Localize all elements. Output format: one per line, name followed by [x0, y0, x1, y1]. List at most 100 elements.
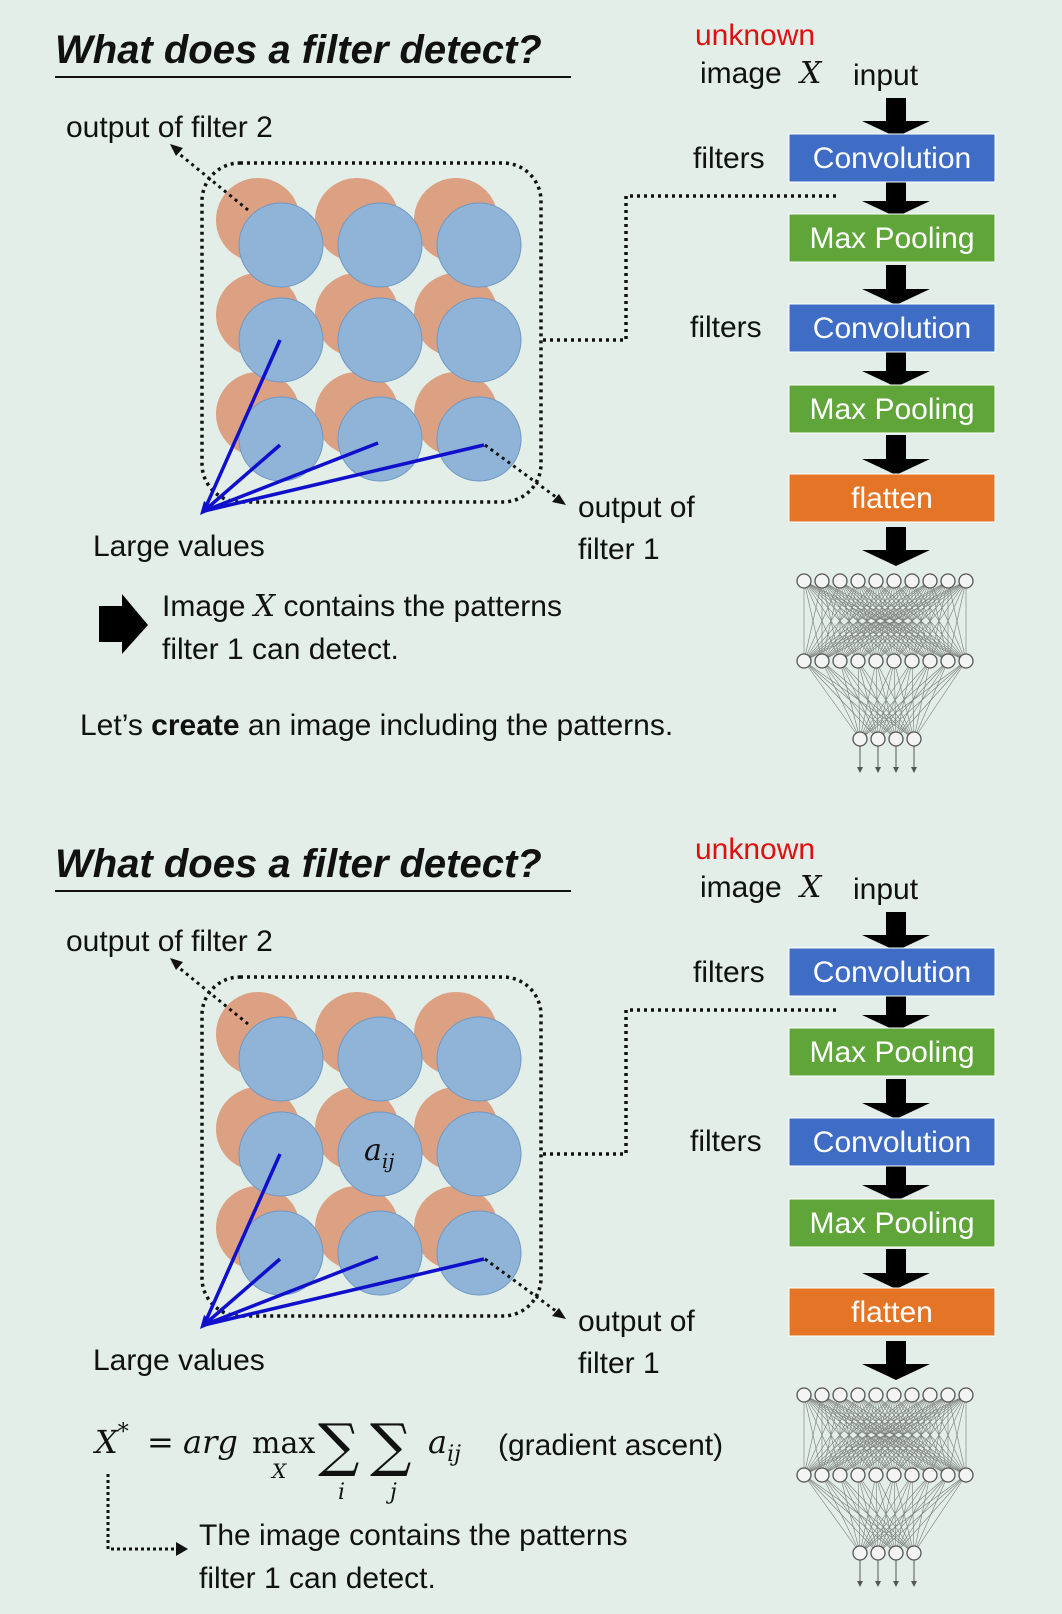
- pipeline-block: [788, 947, 996, 997]
- flow-arrow-icon: [862, 1162, 930, 1201]
- conclusion-line1: The image contains the patterns: [199, 1519, 628, 1552]
- flow-arrow-icon: [862, 178, 930, 217]
- pipeline-block: [788, 133, 996, 183]
- formula-max-sub: X: [270, 1459, 287, 1483]
- formula-term: aij: [428, 1423, 461, 1467]
- flow-arrow-icon: [862, 527, 930, 566]
- large-value-pointer: [203, 441, 379, 513]
- filter-1-output-circle: [337, 297, 423, 383]
- input-label: input: [853, 59, 919, 92]
- large-value-pointer: [203, 1257, 485, 1327]
- aij-main: a: [364, 1133, 382, 1168]
- filter-1-arrowhead-icon: [552, 494, 566, 505]
- create-bold: create: [151, 709, 239, 742]
- statement-pre: Image: [162, 590, 245, 623]
- formula-equals: =: [147, 1423, 174, 1461]
- conclusion-arrowhead-icon: [176, 1542, 188, 1556]
- flow-arrow-icon: [862, 912, 930, 951]
- filter-2-pointer: [171, 960, 249, 1026]
- filter-1-pointer: [484, 443, 561, 502]
- filters-label-2: filters: [690, 1125, 762, 1158]
- feature-map-frame: [200, 975, 543, 1318]
- pipeline-block: [788, 303, 996, 353]
- panel-title: What does a filter detect?: [55, 28, 542, 72]
- filters-label-1: filters: [693, 956, 765, 989]
- formula-lhs: X*: [92, 1420, 129, 1461]
- filter-2-label: output of filter 2: [66, 925, 273, 958]
- pipeline-connector: [543, 1008, 836, 1156]
- pipeline-block: [788, 213, 996, 263]
- filter-1-output-circle: [337, 1016, 423, 1102]
- filter-1-output-circle: [337, 1111, 423, 1197]
- large-value-arrowhead-icon: [200, 1315, 214, 1329]
- image-variable: X: [798, 56, 823, 91]
- pipeline-block-label: Convolution: [813, 312, 971, 345]
- pipeline-block-label: flatten: [851, 482, 933, 515]
- cnn-pipeline: Convolution Max Pooling Convolution Max Poo…: [788, 912, 996, 1587]
- pipeline-block-label: Max Pooling: [809, 222, 974, 255]
- formula-sum-j-sub: j: [385, 1480, 397, 1505]
- pipeline-block: [788, 1287, 996, 1337]
- flow-arrow-icon: [862, 265, 930, 305]
- filter-1-label-line1: output of: [578, 1305, 695, 1338]
- conclusion-connector: [106, 1474, 176, 1551]
- filter-1-label-line1: output of: [578, 491, 695, 524]
- filter-1-output-circle: [238, 297, 324, 383]
- flow-arrow-icon: [862, 992, 930, 1031]
- aij-label: aij: [364, 1133, 395, 1173]
- filter-2-arrowhead-icon: [170, 958, 183, 970]
- filter-1-output-circle: [436, 1210, 522, 1296]
- large-values-label: Large values: [93, 530, 265, 563]
- formula-note: (gradient ascent): [498, 1429, 723, 1462]
- flow-arrow-icon: [862, 1341, 930, 1380]
- large-value-pointer: [202, 339, 282, 512]
- pipeline-block: [788, 1027, 996, 1077]
- filters-label-2: filters: [690, 311, 762, 344]
- statement-var: X: [252, 589, 277, 624]
- large-value-pointer: [202, 1257, 282, 1327]
- conclusion-line2: filter 1 can detect.: [199, 1562, 436, 1595]
- pipeline-block: [788, 473, 996, 523]
- argmax-formula: X* = arg max X ∑ i ∑ j aij (gradient asc…: [92, 1411, 723, 1505]
- large-value-pointer: [203, 443, 485, 513]
- formula-sum-i: ∑: [318, 1411, 359, 1479]
- image-variable: X: [798, 870, 823, 905]
- formula-sum-j: ∑: [370, 1411, 411, 1479]
- filter-1-output-circle: [238, 1111, 324, 1197]
- pipeline-block: [788, 1198, 996, 1248]
- filter-1-pointer: [484, 1257, 561, 1316]
- flow-arrow-icon: [862, 1249, 930, 1289]
- feature-map-grid: [170, 958, 836, 1329]
- filter-1-output-circle: [337, 202, 423, 288]
- formula-arg: arg: [183, 1423, 238, 1461]
- feature-map-grid: [170, 144, 836, 515]
- filter-1-output-circle: [436, 202, 522, 288]
- statement-post: contains the patterns: [283, 590, 562, 623]
- pipeline-block-label: Convolution: [813, 1126, 971, 1159]
- filter-1-output-circle: [238, 202, 324, 288]
- large-values-label: Large values: [93, 1344, 265, 1377]
- flow-arrow-icon: [862, 98, 930, 137]
- filter-1-label-line2: filter 1: [578, 1347, 660, 1380]
- pipeline-block-label: Max Pooling: [809, 1207, 974, 1240]
- aij-sub: ij: [382, 1149, 395, 1173]
- flow-arrow-icon: [862, 348, 930, 387]
- filter-1-output-circle: [337, 396, 423, 482]
- filter-1-output-circle: [436, 396, 522, 482]
- large-value-pointer: [203, 1255, 379, 1327]
- implies-arrow-icon: [99, 594, 148, 654]
- panel-2: What does a filter detect? unknown image…: [55, 833, 996, 1595]
- unknown-label: unknown: [695, 833, 815, 866]
- image-label: image: [700, 871, 782, 904]
- create-sentence: Let’s create an image including the patt…: [80, 709, 673, 742]
- cnn-pipeline: Convolution Max Pooling Convolution Max Poo…: [788, 98, 996, 773]
- formula-max: max: [252, 1426, 315, 1461]
- pipeline-block: [788, 384, 996, 434]
- filter-1-output-circle: [436, 1016, 522, 1102]
- large-value-pointer: [202, 1153, 282, 1326]
- filter-1-output-circle: [436, 1111, 522, 1197]
- pipeline-block-label: Max Pooling: [809, 393, 974, 426]
- filter-1-arrowhead-icon: [552, 1308, 566, 1319]
- feature-map-frame: [200, 161, 543, 504]
